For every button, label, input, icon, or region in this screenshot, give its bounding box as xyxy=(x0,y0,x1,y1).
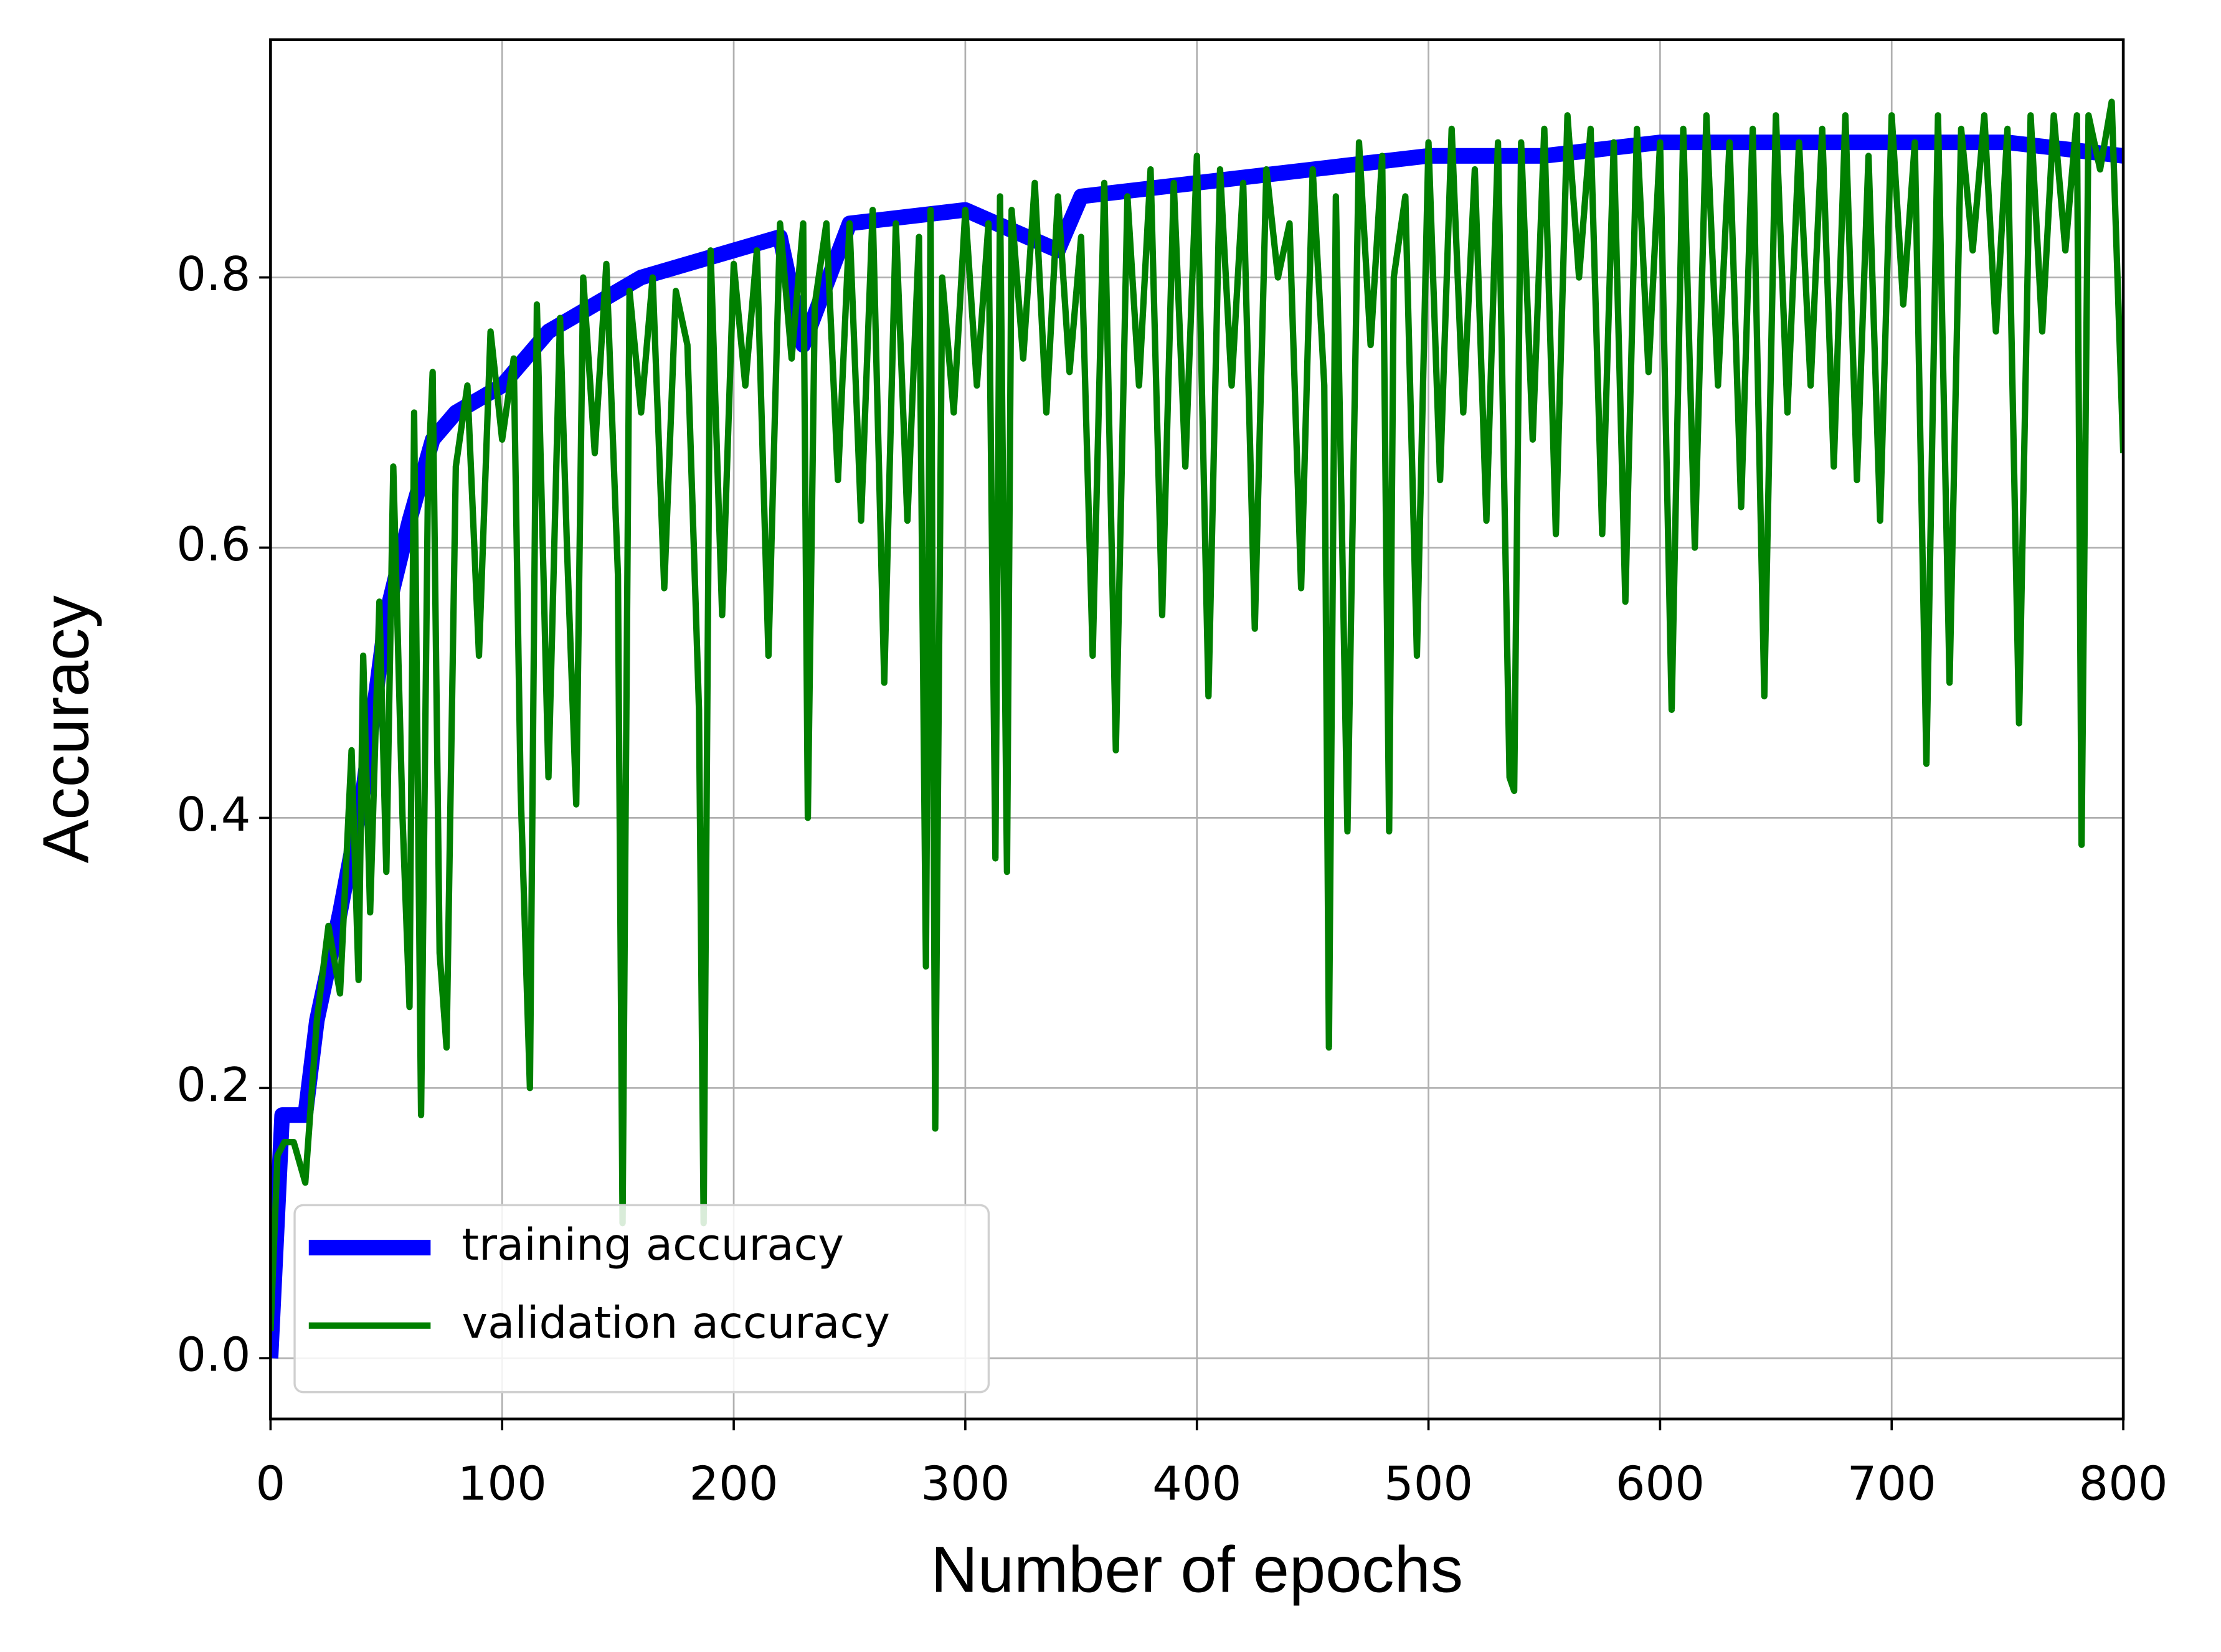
y-tick-label: 0.6 xyxy=(176,517,250,572)
x-axis-label: Number of epochs xyxy=(931,1534,1463,1607)
x-tick-label: 0 xyxy=(256,1456,286,1511)
x-tick-label: 800 xyxy=(2078,1456,2167,1511)
y-axis-label: Accuracy xyxy=(29,595,102,863)
x-tick-label: 400 xyxy=(1152,1456,1241,1511)
y-tick-label: 0.4 xyxy=(176,787,250,842)
plot-frame xyxy=(269,38,2125,1421)
x-tick-label: 300 xyxy=(921,1456,1010,1511)
x-tick-label: 600 xyxy=(1616,1456,1705,1511)
x-tick-label: 500 xyxy=(1384,1456,1473,1511)
x-tick-label: 200 xyxy=(689,1456,778,1511)
y-tick-label: 0.0 xyxy=(176,1328,250,1382)
y-tick-label: 0.2 xyxy=(176,1057,250,1112)
legend-box xyxy=(293,1204,990,1394)
legend-label: validation accuracy xyxy=(462,1297,890,1348)
y-tick-label: 0.8 xyxy=(176,247,250,301)
series-line xyxy=(270,98,2124,1332)
x-tick-label: 700 xyxy=(1847,1456,1936,1511)
x-tick-label: 100 xyxy=(458,1456,547,1511)
legend-label: training accuracy xyxy=(462,1219,844,1270)
